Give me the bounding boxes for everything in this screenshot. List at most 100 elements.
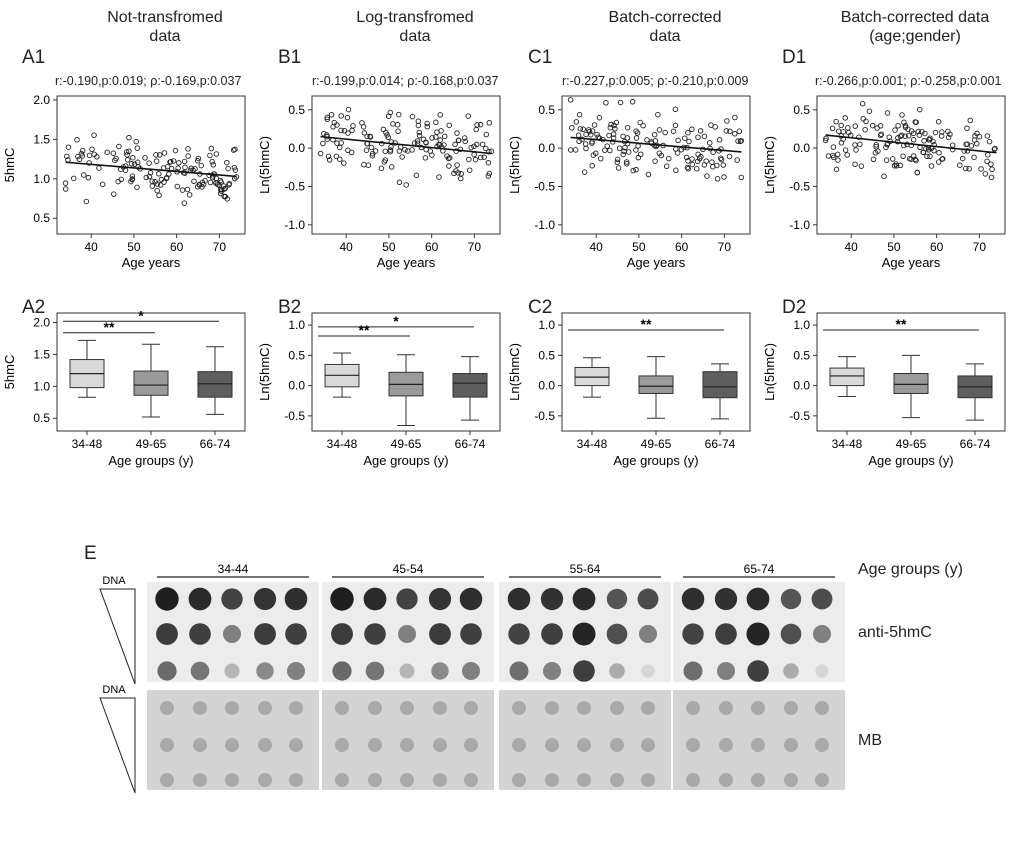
stats-d1: r:-0.266,p:0.001; ρ:-0.258,p:0.001 (815, 74, 1002, 88)
x-tick-label: 50 (382, 240, 396, 254)
data-point (633, 128, 639, 134)
data-point (982, 171, 989, 177)
blot-dot (783, 663, 799, 679)
data-point (971, 154, 977, 161)
data-point (368, 144, 375, 151)
y-tick-label: 0.0 (288, 141, 305, 155)
y-axis-label: 5hmC (2, 148, 17, 183)
y-tick-label: 0.0 (288, 379, 305, 393)
mb-dot (719, 738, 733, 752)
data-point (589, 162, 595, 169)
data-point (382, 148, 389, 155)
mb-dot (686, 701, 700, 715)
data-point (913, 157, 919, 164)
data-point (111, 191, 117, 197)
age-group-label: 65-74 (744, 562, 775, 576)
blot-dot (331, 623, 353, 645)
age-group-label: 34-44 (218, 562, 249, 576)
blot-dot (606, 623, 628, 645)
mb-dot (160, 738, 174, 752)
data-point (684, 164, 691, 171)
data-point (736, 128, 743, 135)
data-point (860, 115, 866, 122)
data-point (149, 183, 156, 189)
data-point (895, 123, 901, 129)
data-point (473, 126, 479, 133)
data-point (198, 162, 204, 169)
data-point (625, 149, 632, 155)
data-point (146, 173, 153, 180)
data-point (573, 119, 580, 125)
data-point (345, 147, 351, 154)
data-point (923, 145, 929, 152)
data-point (689, 161, 696, 168)
data-point (414, 138, 421, 144)
blot-dot (572, 622, 596, 646)
data-point (116, 143, 122, 150)
data-point (466, 156, 472, 163)
mb-dot (258, 738, 272, 752)
y-tick-label: 0.5 (288, 348, 305, 362)
data-point (662, 129, 668, 136)
data-point (465, 113, 472, 119)
data-point (591, 122, 598, 128)
y-axis-label: Ln(5hmC) (762, 343, 777, 401)
data-point (856, 134, 862, 140)
data-point (935, 159, 942, 165)
data-point (146, 160, 152, 166)
data-point (919, 128, 925, 135)
data-point (645, 171, 652, 178)
mb-dot (258, 701, 272, 715)
data-point (360, 124, 367, 130)
data-point (732, 114, 738, 121)
x-axis-label: Age years (377, 255, 436, 270)
data-point (324, 114, 331, 121)
data-point (863, 118, 869, 125)
x-tick-label: 34-48 (577, 437, 608, 451)
y-tick-label: 0.5 (33, 211, 50, 225)
blot-dot (683, 661, 703, 681)
box (702, 371, 738, 399)
y-axis-label: 5hmC (2, 355, 17, 390)
y-axis-label: Ln(5hmC) (257, 136, 272, 194)
box (829, 367, 865, 387)
blot-dot (224, 663, 240, 679)
mb-dot (719, 773, 733, 787)
data-point (652, 158, 658, 164)
data-point (835, 128, 842, 134)
mb-dot (225, 738, 239, 752)
data-point (949, 146, 956, 153)
panel-label-e: E (84, 543, 97, 564)
data-point (334, 122, 340, 128)
data-point (655, 111, 661, 118)
data-point (429, 135, 435, 141)
data-point (91, 132, 97, 138)
data-point (586, 128, 593, 135)
blot-dot (284, 587, 308, 611)
data-point (694, 165, 700, 172)
blot-dot (459, 587, 483, 611)
data-point (701, 133, 708, 140)
data-point (616, 145, 623, 152)
data-point (170, 158, 177, 164)
trend-line (320, 135, 492, 155)
data-point (881, 173, 887, 179)
dna-wedge-top (99, 588, 136, 685)
data-point (686, 138, 692, 145)
data-point (369, 150, 376, 157)
data-point (446, 163, 452, 169)
data-point (186, 192, 193, 198)
data-point (457, 146, 464, 153)
data-point (486, 170, 493, 177)
data-point (710, 149, 716, 156)
blot-dot (813, 625, 831, 643)
data-point (338, 127, 344, 134)
col-title-d: Batch-corrected data (age;gender) (840, 9, 990, 45)
data-point (154, 187, 160, 194)
data-point (341, 160, 347, 166)
x-axis-label: Age years (882, 255, 941, 270)
data-point (721, 174, 727, 180)
data-point (196, 181, 203, 188)
blot-dot (398, 625, 416, 643)
mb-dot (545, 738, 559, 752)
